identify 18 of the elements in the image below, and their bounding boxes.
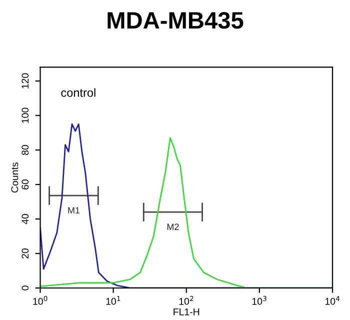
y-axis-title: Counts bbox=[11, 162, 18, 193]
x-axis-title: FL1-H bbox=[174, 308, 200, 316]
x-tick-label: 10$^{0}$ bbox=[33, 296, 48, 305]
x-tick-label: 10$^{3}$ bbox=[252, 296, 266, 305]
chart-title: MDA-MB435 bbox=[108, 12, 244, 29]
x-tick-label: 10$^{4}$ bbox=[325, 296, 340, 305]
series-label: M2 bbox=[167, 224, 179, 230]
x-tick-label: 10$^{2}$ bbox=[179, 296, 194, 305]
series-label: M1 bbox=[68, 207, 80, 214]
y-tick-label: 100 bbox=[22, 108, 29, 123]
y-tick-label: 60 bbox=[22, 179, 29, 190]
y-tick-label: 20 bbox=[22, 248, 29, 258]
y-tick-label: 40 bbox=[22, 214, 29, 224]
x-tick-label: 10$^{1}$ bbox=[106, 296, 120, 305]
y-tick-label: 120 bbox=[22, 73, 29, 88]
annotation: control bbox=[61, 88, 96, 97]
y-tick-label: 0 bbox=[22, 286, 29, 290]
y-tick-label: 80 bbox=[22, 144, 29, 155]
